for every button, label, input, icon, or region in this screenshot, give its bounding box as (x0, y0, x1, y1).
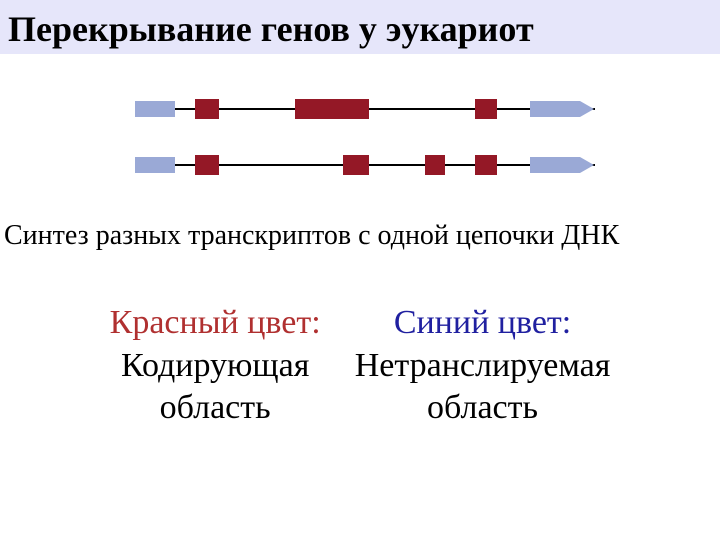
legend-blue-head: Синий цвет: (355, 302, 611, 345)
gene-diagram (0, 94, 720, 180)
exon-block (475, 155, 497, 175)
legend-red-line2: область (110, 387, 321, 430)
legend-red: Красный цвет: Кодирующая область (110, 302, 321, 430)
exon-block (343, 155, 369, 175)
page-title: Перекрывание генов у эукариот (0, 0, 720, 54)
utr-3prime (530, 157, 580, 173)
exon-block (195, 155, 219, 175)
legend-blue-line2: область (355, 387, 611, 430)
legend-red-head: Красный цвет: (110, 302, 321, 345)
legend-red-line1: Кодирующая (110, 345, 321, 388)
exon-block (425, 155, 445, 175)
arrow-head-icon (580, 157, 594, 173)
transcript-2 (135, 150, 595, 180)
exon-block (475, 99, 497, 119)
legend-blue-line1: Нетранслируемая (355, 345, 611, 388)
exon-block (295, 99, 369, 119)
subtitle: Синтез разных транскриптов с одной цепоч… (4, 220, 720, 252)
arrow-head-icon (580, 101, 594, 117)
legend-blue: Синий цвет: Нетранслируемая область (355, 302, 611, 430)
transcript-1 (135, 94, 595, 124)
utr-5prime (135, 101, 175, 117)
utr-3prime (530, 101, 580, 117)
exon-block (195, 99, 219, 119)
utr-5prime (135, 157, 175, 173)
legend: Красный цвет: Кодирующая область Синий ц… (0, 302, 720, 430)
